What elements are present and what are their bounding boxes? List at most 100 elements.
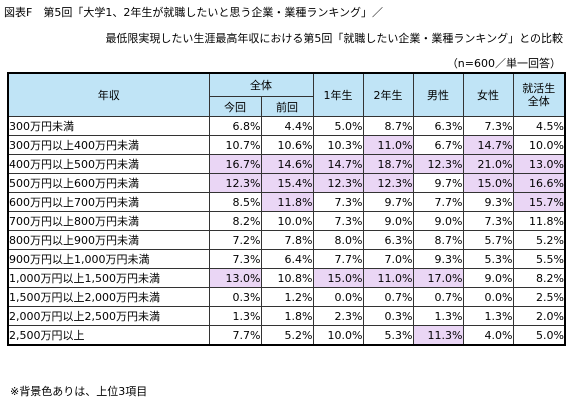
cell-female: 5.3% [462, 249, 514, 269]
table-row: 400万円以上500万円未満 16.7% 14.6% 14.7% 18.7% 12.3% 2… [7, 154, 566, 174]
cell-female: 4.0% [462, 325, 514, 346]
cell-male: 9.0% [412, 211, 464, 231]
row-label: 2,000万円以上2,500万円未満 [7, 306, 210, 326]
income-ranking-table: 年収 全体 1年生 2年生 男性 女性 就活生 全体 今回 前回 300万円未満 6… [7, 72, 566, 346]
cell-job-seekers: 5.2% [512, 230, 566, 250]
cell-second-year: 0.7% [362, 287, 414, 307]
table-row: 2,500万円以上 7.7% 5.2% 10.0% 5.3% 11.3% 4.0% 5.0% [7, 325, 566, 346]
cell-previous: 10.6% [260, 135, 314, 155]
cell-job-seekers: 11.8% [512, 211, 566, 231]
cell-job-seekers: 2.5% [512, 287, 566, 307]
cell-male: 0.7% [412, 287, 464, 307]
table-row: 800万円以上900万円未満 7.2% 7.8% 8.0% 6.3% 8.7% 5.7% 5.… [7, 230, 566, 250]
cell-first-year: 12.3% [312, 173, 364, 193]
cell-first-year: 15.0% [312, 268, 364, 288]
cell-job-seekers: 8.2% [512, 268, 566, 288]
cell-current: 12.3% [208, 173, 262, 193]
cell-first-year: 5.0% [312, 116, 364, 136]
row-header-income: 年収 [7, 72, 210, 117]
row-label: 900万円以上1,000万円未満 [7, 249, 210, 269]
cell-first-year: 14.7% [312, 154, 364, 174]
cell-job-seekers: 16.6% [512, 173, 566, 193]
cell-female: 1.3% [462, 306, 514, 326]
cell-current: 0.3% [208, 287, 262, 307]
table-row: 300万円以上400万円未満 10.7% 10.6% 10.3% 11.0% 6.7% 14… [7, 135, 566, 155]
cell-second-year: 12.3% [362, 173, 414, 193]
row-label: 300万円以上400万円未満 [7, 135, 210, 155]
cell-second-year: 9.7% [362, 192, 414, 212]
cell-job-seekers: 4.5% [512, 116, 566, 136]
table-row: 600万円以上700万円未満 8.5% 11.8% 7.3% 9.7% 7.7% 9.3% 1… [7, 192, 566, 212]
cell-female: 7.3% [462, 211, 514, 231]
row-label: 700万円以上800万円未満 [7, 211, 210, 231]
table-row: 2,000万円以上2,500万円未満 1.3% 1.8% 2.3% 0.3% 1.3% 1.… [7, 306, 566, 326]
row-label: 400万円以上500万円未満 [7, 154, 210, 174]
cell-second-year: 11.0% [362, 135, 414, 155]
column-header-female: 女性 [462, 72, 514, 117]
cell-first-year: 8.0% [312, 230, 364, 250]
column-header-first-year: 1年生 [312, 72, 364, 117]
cell-male: 9.3% [412, 249, 464, 269]
table-row: 700万円以上800万円未満 8.2% 10.0% 7.3% 9.0% 9.0% 7.3% 1… [7, 211, 566, 231]
cell-second-year: 9.0% [362, 211, 414, 231]
cell-first-year: 7.3% [312, 192, 364, 212]
table-row: 1,500万円以上2,000万円未満 0.3% 1.2% 0.0% 0.7% 0.7% 0.… [7, 287, 566, 307]
cell-job-seekers: 5.0% [512, 325, 566, 346]
cell-current: 13.0% [208, 268, 262, 288]
cell-current: 10.7% [208, 135, 262, 155]
cell-male: 17.0% [412, 268, 464, 288]
cell-current: 8.2% [208, 211, 262, 231]
cell-male: 6.3% [412, 116, 464, 136]
cell-male: 12.3% [412, 154, 464, 174]
cell-previous: 11.8% [260, 192, 314, 212]
cell-current: 7.7% [208, 325, 262, 346]
table-row: 1,000万円以上1,500万円未満 13.0% 10.8% 15.0% 11.0% 17… [7, 268, 566, 288]
table-row: 900万円以上1,000万円未満 7.3% 6.4% 7.7% 7.0% 9.3% 5.3%… [7, 249, 566, 269]
cell-second-year: 5.3% [362, 325, 414, 346]
cell-current: 7.3% [208, 249, 262, 269]
cell-previous: 1.8% [260, 306, 314, 326]
cell-female: 15.0% [462, 173, 514, 193]
cell-previous: 5.2% [260, 325, 314, 346]
cell-female: 7.3% [462, 116, 514, 136]
cell-female: 5.7% [462, 230, 514, 250]
cell-job-seekers: 15.7% [512, 192, 566, 212]
cell-second-year: 8.7% [362, 116, 414, 136]
cell-first-year: 2.3% [312, 306, 364, 326]
cell-male: 1.3% [412, 306, 464, 326]
table-row: 300万円未満 6.8% 4.4% 5.0% 8.7% 6.3% 7.3% 4.5% [7, 116, 566, 136]
table-row: 500万円以上600万円未満 12.3% 15.4% 12.3% 12.3% 9.7% 15… [7, 173, 566, 193]
cell-female: 0.0% [462, 287, 514, 307]
cell-current: 7.2% [208, 230, 262, 250]
column-header-current: 今回 [208, 96, 262, 117]
group-header-overall: 全体 [208, 72, 314, 97]
cell-second-year: 11.0% [362, 268, 414, 288]
cell-second-year: 0.3% [362, 306, 414, 326]
cell-job-seekers: 10.0% [512, 135, 566, 155]
cell-first-year: 7.7% [312, 249, 364, 269]
cell-current: 6.8% [208, 116, 262, 136]
cell-second-year: 18.7% [362, 154, 414, 174]
row-label: 300万円未満 [7, 116, 210, 136]
cell-male: 9.7% [412, 173, 464, 193]
row-label: 1,500万円以上2,000万円未満 [7, 287, 210, 307]
cell-first-year: 10.3% [312, 135, 364, 155]
cell-female: 14.7% [462, 135, 514, 155]
cell-male: 6.7% [412, 135, 464, 155]
figure-subtitle: 最低限実現したい生涯最高年収における第5回「就職したい企業・業種ランキング」との… [105, 32, 563, 45]
cell-previous: 6.4% [260, 249, 314, 269]
row-label: 600万円以上700万円未満 [7, 192, 210, 212]
row-label: 2,500万円以上 [7, 325, 210, 346]
table-body: 300万円未満 6.8% 4.4% 5.0% 8.7% 6.3% 7.3% 4.5% 300万円… [7, 116, 566, 346]
cell-female: 21.0% [462, 154, 514, 174]
sample-note: （n=600／単一回答） [446, 57, 561, 70]
cell-current: 16.7% [208, 154, 262, 174]
cell-previous: 10.0% [260, 211, 314, 231]
footnote: ※背景色ありは、上位3項目 [10, 385, 148, 398]
cell-job-seekers: 13.0% [512, 154, 566, 174]
cell-previous: 15.4% [260, 173, 314, 193]
column-header-job-seekers: 就活生 全体 [512, 72, 566, 117]
cell-second-year: 7.0% [362, 249, 414, 269]
row-label: 1,000万円以上1,500万円未満 [7, 268, 210, 288]
cell-current: 8.5% [208, 192, 262, 212]
